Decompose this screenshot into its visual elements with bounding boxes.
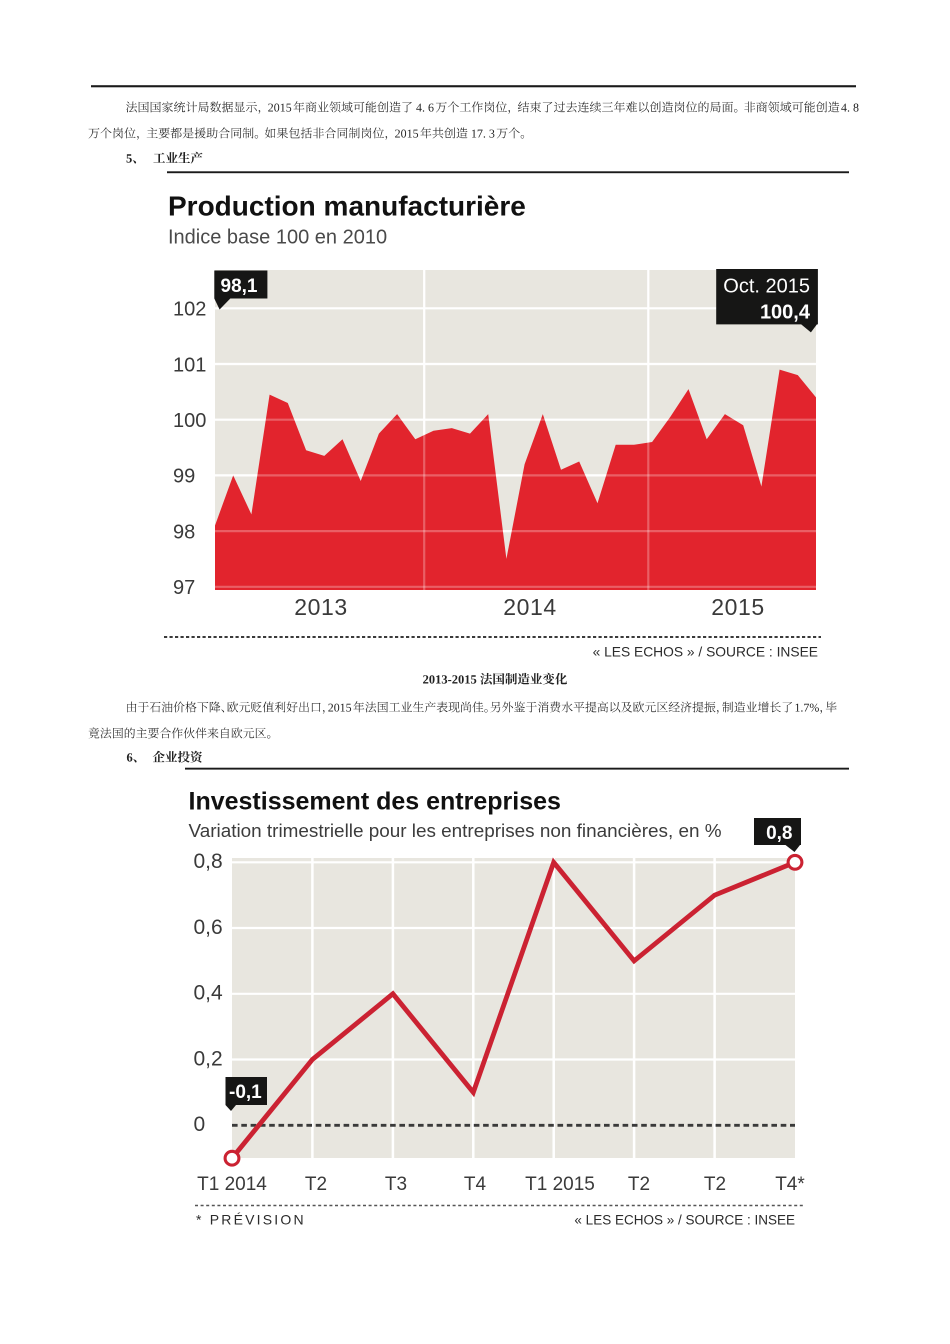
svg-text:T2: T2 bbox=[628, 1174, 650, 1195]
svg-text:T2: T2 bbox=[704, 1174, 726, 1195]
svg-text:T1 2014: T1 2014 bbox=[197, 1174, 267, 1195]
svg-text:* PRÉVISION: * PRÉVISION bbox=[196, 1212, 306, 1228]
svg-text:0,8: 0,8 bbox=[194, 850, 223, 873]
svg-text:0,4: 0,4 bbox=[194, 982, 224, 1005]
svg-text:T4: T4 bbox=[464, 1174, 487, 1195]
svg-text:102: 102 bbox=[173, 299, 206, 321]
svg-text:T4*: T4* bbox=[775, 1174, 805, 1195]
svg-text:101: 101 bbox=[173, 354, 206, 376]
svg-text:0,6: 0,6 bbox=[194, 916, 223, 939]
svg-text:0,2: 0,2 bbox=[194, 1047, 223, 1070]
svg-text:98,1: 98,1 bbox=[221, 276, 258, 297]
svg-text:2013: 2013 bbox=[294, 594, 348, 620]
svg-text:Indice base 100 en 2010: Indice base 100 en 2010 bbox=[168, 227, 387, 249]
svg-text:« LES ECHOS » / SOURCE : INSEE: « LES ECHOS » / SOURCE : INSEE bbox=[574, 1213, 795, 1228]
svg-text:Investissement des entreprises: Investissement des entreprises bbox=[189, 788, 561, 816]
svg-text:Variation trimestrielle pour l: Variation trimestrielle pour les entrepr… bbox=[189, 821, 722, 842]
svg-text:2014: 2014 bbox=[503, 594, 557, 620]
svg-text:T2: T2 bbox=[305, 1174, 327, 1195]
svg-text:0: 0 bbox=[194, 1113, 206, 1136]
svg-text:T1 2015: T1 2015 bbox=[525, 1174, 595, 1195]
svg-text:97: 97 bbox=[173, 577, 195, 599]
svg-text:-0,1: -0,1 bbox=[229, 1082, 262, 1103]
svg-text:T3: T3 bbox=[385, 1174, 407, 1195]
svg-text:99: 99 bbox=[173, 466, 195, 488]
svg-text:100,4: 100,4 bbox=[760, 302, 811, 324]
svg-text:100: 100 bbox=[173, 410, 206, 432]
svg-text:« LES ECHOS » / SOURCE : INSEE: « LES ECHOS » / SOURCE : INSEE bbox=[593, 645, 818, 660]
svg-text:2015: 2015 bbox=[711, 594, 765, 620]
svg-text:Production manufacturière: Production manufacturière bbox=[168, 191, 526, 222]
svg-text:98: 98 bbox=[173, 521, 195, 543]
svg-text:0,8: 0,8 bbox=[766, 823, 792, 844]
svg-text:Oct. 2015: Oct. 2015 bbox=[723, 276, 810, 298]
